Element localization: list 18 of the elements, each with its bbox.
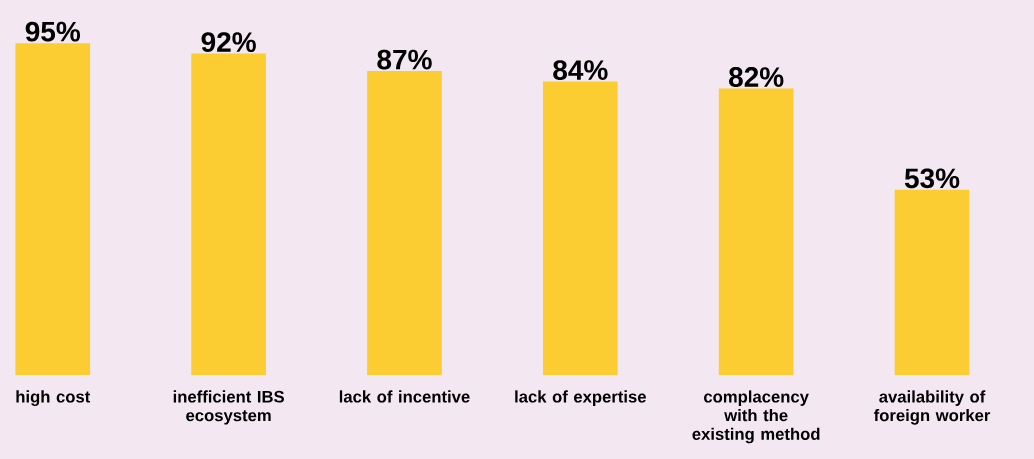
data-label: 92% (201, 32, 256, 53)
data-label: 87% (377, 49, 432, 70)
x-tick-label: lack of incentive (339, 390, 470, 403)
bar (191, 53, 266, 375)
x-tick-label: complacency with the existing method (692, 390, 820, 444)
x-tick-label: inefficient IBS ecosystem (173, 390, 284, 425)
bar (718, 88, 794, 375)
x-tick-label: high cost (16, 390, 91, 406)
x-tick-label: lack of expertise (515, 390, 646, 406)
data-label: 84% (553, 60, 608, 80)
data-label: 82% (729, 67, 784, 87)
bar (542, 81, 618, 375)
bar (367, 71, 442, 375)
x-tick-label: availability of foreign worker (873, 390, 991, 425)
data-label: 95% (25, 21, 81, 42)
data-label: 53% (904, 168, 960, 189)
bar (15, 43, 91, 375)
bar (894, 189, 970, 375)
